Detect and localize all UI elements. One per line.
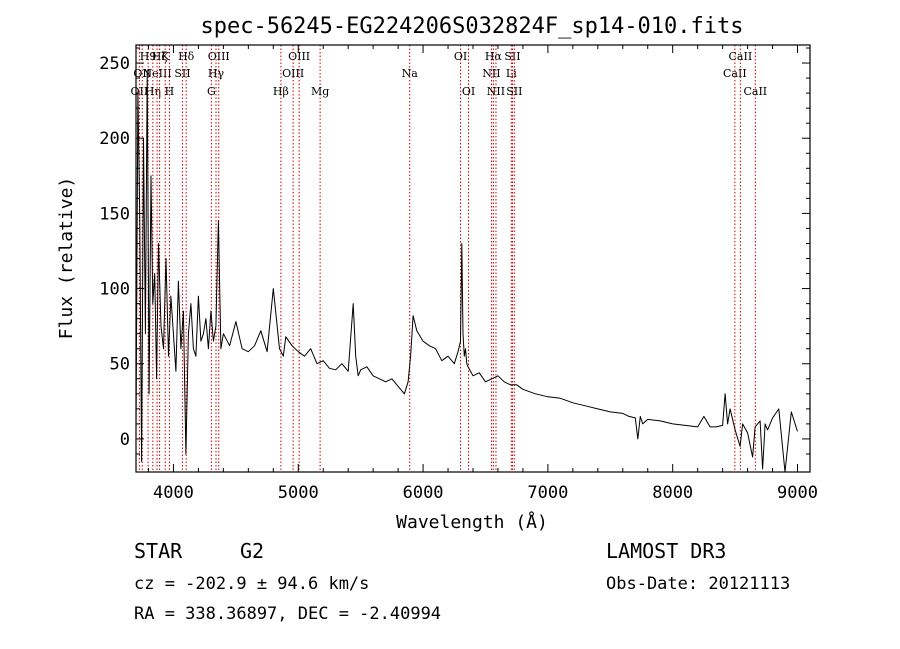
line-marker-label: Na [402, 67, 419, 80]
x-axis-label: Wavelength (Å) [396, 511, 548, 533]
line-marker-label: H9 [140, 50, 157, 63]
survey-name: LAMOST DR3 [606, 539, 726, 563]
coordinates: RA = 338.36897, DEC = -2.40994 [134, 604, 441, 624]
line-marker-label: Hγ [208, 67, 225, 80]
obs-date: Obs-Date: 20121113 [606, 574, 790, 594]
spectrum-line-flux [135, 70, 798, 473]
line-marker-label: OIII [208, 50, 230, 63]
chart-title: spec-56245-EG224206S032824F_sp14-010.fit… [200, 14, 743, 39]
x-tick-label: 8000 [652, 483, 693, 503]
x-tick-label: 6000 [403, 483, 444, 503]
y-tick-label: 250 [99, 54, 130, 74]
line-marker-label: CaII [723, 67, 747, 80]
plot-frame [135, 44, 811, 473]
line-marker-label: OII [131, 85, 149, 98]
line-marker-label: H [165, 85, 175, 98]
y-axis-label: Flux (relative) [56, 177, 77, 340]
line-marker-label: OI [454, 50, 467, 63]
line-marker-label: Hδ [178, 50, 195, 63]
line-marker-label: SII [174, 67, 190, 80]
line-marker-label: OIII [282, 67, 304, 80]
line-marker-label: NeIII [143, 67, 172, 80]
redshift-text: cz = -202.9 ± 94.6 km/s [134, 574, 369, 594]
line-marker-label: NII [487, 85, 505, 98]
x-tick-label: 5000 [278, 483, 319, 503]
line-marker-label: Hζ [152, 50, 168, 63]
series-layer [135, 70, 798, 473]
line-marker-label: CaII [729, 50, 753, 63]
line-marker-label: NII [482, 67, 500, 80]
line-marker-label: CaII [743, 85, 767, 98]
line-marker-label: OIII [288, 50, 310, 63]
line-marker-label: Hα [485, 50, 503, 63]
y-tick-label: 0 [120, 430, 130, 450]
line-marker-label: SII [504, 50, 520, 63]
y-tick-label: 150 [99, 204, 130, 224]
line-markers: OIIOIIH9HηNeIIIHζKHSIIHδGHγOIIIHβOIIIOII… [131, 45, 767, 472]
y-tick-label: 50 [110, 355, 130, 375]
object-class: STAR [134, 539, 183, 563]
line-marker-label: Li [506, 67, 517, 80]
line-marker-label: SII [506, 85, 522, 98]
object-subclass: G2 [240, 539, 264, 563]
y-tick-label: 200 [99, 129, 130, 149]
line-marker-label: K [161, 50, 170, 63]
x-tick-label: 4000 [153, 483, 194, 503]
line-marker-label: Hβ [273, 85, 289, 98]
x-tick-label: 9000 [777, 483, 818, 503]
line-marker-label: Mg [311, 85, 329, 98]
line-marker-label: G [207, 85, 216, 98]
y-tick-label: 100 [99, 280, 130, 300]
line-marker-label: OI [462, 85, 475, 98]
axis-ticks: 4000 5000 6000 7000 8000 9000 0 50 100 150 200 250 [99, 45, 818, 503]
x-tick-label: 7000 [527, 483, 568, 503]
